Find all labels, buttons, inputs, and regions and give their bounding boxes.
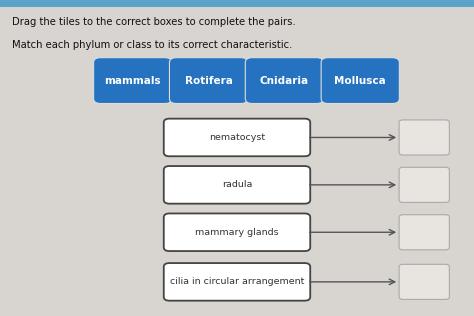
Text: Match each phylum or class to its correct characteristic.: Match each phylum or class to its correc… [12,40,292,50]
Text: Drag the tiles to the correct boxes to complete the pairs.: Drag the tiles to the correct boxes to c… [12,17,295,27]
FancyBboxPatch shape [321,58,399,104]
Text: cilia in circular arrangement: cilia in circular arrangement [170,277,304,286]
FancyBboxPatch shape [399,215,449,250]
FancyBboxPatch shape [94,58,172,104]
FancyBboxPatch shape [399,167,449,203]
Text: radula: radula [222,180,252,189]
Text: mammals: mammals [104,76,161,86]
FancyBboxPatch shape [164,119,310,156]
FancyBboxPatch shape [399,264,449,300]
FancyBboxPatch shape [164,263,310,301]
FancyBboxPatch shape [169,58,247,104]
FancyBboxPatch shape [0,0,474,7]
Text: Rotifera: Rotifera [184,76,233,86]
Text: nematocyst: nematocyst [209,133,265,142]
Text: Cnidaria: Cnidaria [260,76,309,86]
FancyBboxPatch shape [246,58,323,104]
FancyBboxPatch shape [164,214,310,251]
FancyBboxPatch shape [164,166,310,204]
Text: Mollusca: Mollusca [334,76,386,86]
FancyBboxPatch shape [399,120,449,155]
Text: mammary glands: mammary glands [195,228,279,237]
